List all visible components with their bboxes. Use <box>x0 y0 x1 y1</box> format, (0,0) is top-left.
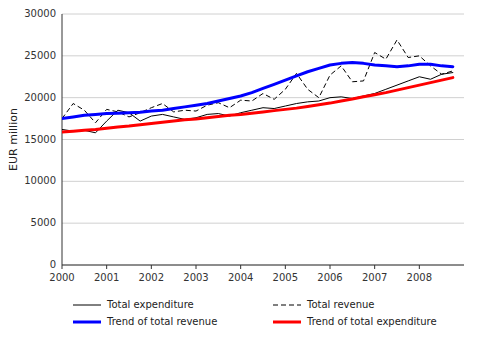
x-tick-label: 2004 <box>228 272 253 283</box>
chart: 0 5000 10000 15000 20000 25000 30000 2000 2001 20… <box>0 0 482 353</box>
grid-line <box>62 55 464 56</box>
legend-swatch <box>73 305 101 306</box>
legend-swatch <box>73 321 101 324</box>
grid-line <box>62 97 464 98</box>
x-tick <box>106 265 107 269</box>
legend-label: Total revenue <box>306 299 374 310</box>
legend-swatch <box>273 305 301 306</box>
y-tick-label: 10000 <box>24 175 56 186</box>
x-tick <box>330 265 331 269</box>
grid-line <box>62 139 464 140</box>
x-tick-label: 2007 <box>362 272 387 283</box>
legend-swatch <box>273 321 301 324</box>
x-tick-label: 2003 <box>183 272 208 283</box>
x-tick <box>151 265 152 269</box>
y-axis-label: EUR million <box>7 108 20 171</box>
series-lines <box>62 40 453 133</box>
series-line <box>62 78 453 132</box>
x-tick-label: 2001 <box>94 272 119 283</box>
x-tick <box>62 265 63 269</box>
legend: Total expenditure Total revenue Trend of t… <box>73 299 437 327</box>
x-tick-label: 2005 <box>273 272 298 283</box>
grid <box>62 14 464 265</box>
x-tick-label: 2008 <box>407 272 432 283</box>
series-line <box>62 40 453 123</box>
legend-label: Trend of total expenditure <box>306 316 437 327</box>
grid-line <box>62 223 464 224</box>
series-line <box>62 73 453 133</box>
x-axis-line <box>62 265 464 266</box>
x-tick <box>285 265 286 269</box>
y-tick-label: 15000 <box>24 134 56 145</box>
x-tick-label: 2000 <box>49 272 74 283</box>
legend-label: Total expenditure <box>106 299 194 310</box>
x-tick <box>419 265 420 269</box>
y-tick-label: 25000 <box>24 50 56 61</box>
y-tick-label: 0 <box>50 259 56 270</box>
grid-line <box>62 14 464 15</box>
x-tick <box>240 265 241 269</box>
legend-label: Trend of total revenue <box>106 316 217 327</box>
y-tick-label: 5000 <box>31 217 56 228</box>
x-tick-label: 2006 <box>317 272 342 283</box>
y-tick-label: 20000 <box>24 92 56 103</box>
y-tick-label: 30000 <box>24 8 56 19</box>
y-axis-line <box>62 14 63 265</box>
x-tick <box>196 265 197 269</box>
x-tick-label: 2002 <box>139 272 164 283</box>
x-tick <box>374 265 375 269</box>
grid-line <box>62 265 464 266</box>
grid-line <box>62 181 464 182</box>
